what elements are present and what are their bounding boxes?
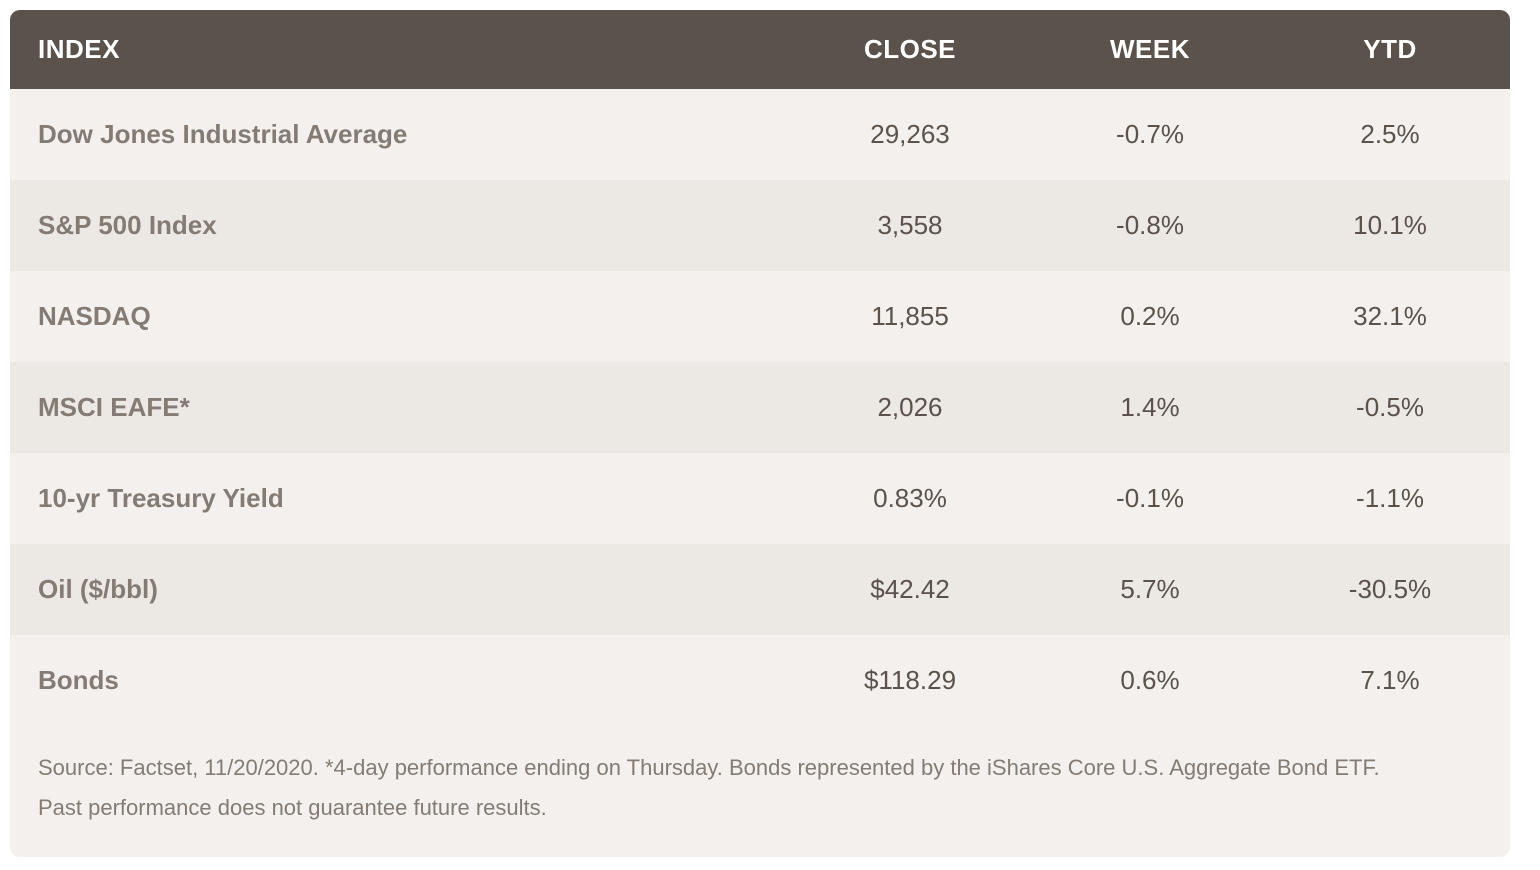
footnote-line1: Source: Factset, 11/20/2020. *4-day perf… (38, 748, 1482, 788)
row-week: -0.8% (1030, 180, 1270, 271)
row-name: Dow Jones Industrial Average (10, 89, 790, 180)
row-ytd: 7.1% (1270, 635, 1510, 726)
table-row: Dow Jones Industrial Average 29,263 -0.7… (10, 89, 1510, 180)
row-close: 29,263 (790, 89, 1030, 180)
row-close: $118.29 (790, 635, 1030, 726)
row-ytd: 10.1% (1270, 180, 1510, 271)
table-row: Oil ($/bbl) $42.42 5.7% -30.5% (10, 544, 1510, 635)
row-name: Oil ($/bbl) (10, 544, 790, 635)
row-week: 0.6% (1030, 635, 1270, 726)
row-week: -0.7% (1030, 89, 1270, 180)
row-close: 0.83% (790, 453, 1030, 544)
header-week: WEEK (1030, 10, 1270, 89)
row-ytd: 2.5% (1270, 89, 1510, 180)
table-row: MSCI EAFE* 2,026 1.4% -0.5% (10, 362, 1510, 453)
header-close: CLOSE (790, 10, 1030, 89)
row-close: 11,855 (790, 271, 1030, 362)
header-ytd: YTD (1270, 10, 1510, 89)
header-index: INDEX (10, 10, 790, 89)
table-row: NASDAQ 11,855 0.2% 32.1% (10, 271, 1510, 362)
row-ytd: -0.5% (1270, 362, 1510, 453)
row-week: -0.1% (1030, 453, 1270, 544)
row-week: 1.4% (1030, 362, 1270, 453)
row-week: 0.2% (1030, 271, 1270, 362)
row-ytd: -30.5% (1270, 544, 1510, 635)
row-week: 5.7% (1030, 544, 1270, 635)
footnote-line2: Past performance does not guarantee futu… (38, 788, 1482, 828)
row-name: MSCI EAFE* (10, 362, 790, 453)
row-close: $42.42 (790, 544, 1030, 635)
market-index-table: INDEX CLOSE WEEK YTD Dow Jones Industria… (10, 10, 1510, 857)
table-row: 10-yr Treasury Yield 0.83% -0.1% -1.1% (10, 453, 1510, 544)
row-name: NASDAQ (10, 271, 790, 362)
table-row: Bonds $118.29 0.6% 7.1% (10, 635, 1510, 726)
index-table: INDEX CLOSE WEEK YTD Dow Jones Industria… (10, 10, 1510, 726)
row-name: 10-yr Treasury Yield (10, 453, 790, 544)
row-name: Bonds (10, 635, 790, 726)
table-row: S&P 500 Index 3,558 -0.8% 10.1% (10, 180, 1510, 271)
row-ytd: 32.1% (1270, 271, 1510, 362)
row-close: 3,558 (790, 180, 1030, 271)
table-footnote: Source: Factset, 11/20/2020. *4-day perf… (10, 726, 1510, 857)
row-close: 2,026 (790, 362, 1030, 453)
table-header-row: INDEX CLOSE WEEK YTD (10, 10, 1510, 89)
row-ytd: -1.1% (1270, 453, 1510, 544)
row-name: S&P 500 Index (10, 180, 790, 271)
